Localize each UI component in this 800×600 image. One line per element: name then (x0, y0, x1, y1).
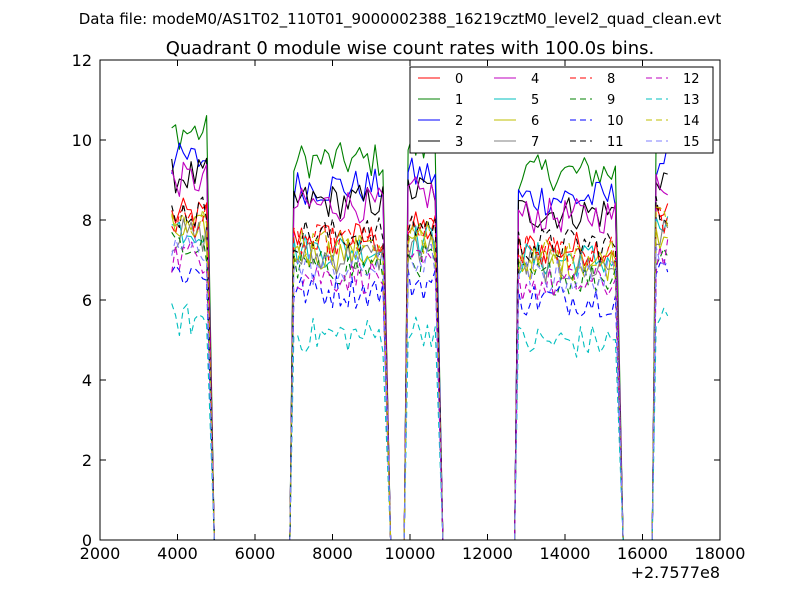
series-line-9 (171, 232, 669, 541)
legend-label-7: 7 (531, 135, 539, 150)
legend-label-5: 5 (531, 93, 539, 108)
figure-suptitle: Data file: modeM0/AS1T02_110T01_90000023… (79, 10, 722, 29)
x-axis-offset-label: +2.7577e8 (631, 563, 720, 582)
series-line-8 (171, 201, 669, 541)
legend-label-11: 11 (607, 135, 624, 150)
x-axis: 2000 4000 6000 8000 10000 12000 14000 16000 1800… (80, 60, 746, 563)
legend-label-9: 9 (607, 93, 615, 108)
legend-frame (409, 66, 714, 154)
legend-label-0: 0 (455, 72, 463, 87)
legend-label-13: 13 (683, 93, 700, 108)
y-tick-label: 2 (82, 451, 92, 470)
chart-title: Quadrant 0 module wise count rates with … (166, 38, 655, 59)
x-tick-label: 18000 (695, 544, 746, 563)
y-tick-label: 10 (72, 131, 92, 150)
series-line-3 (171, 157, 668, 541)
x-tick-label: 16000 (617, 544, 668, 563)
legend-label-8: 8 (607, 72, 615, 87)
legend-label-2: 2 (455, 114, 463, 129)
legend-label-3: 3 (455, 135, 463, 150)
y-tick-label: 12 (72, 51, 92, 70)
legend-label-15: 15 (683, 135, 700, 150)
x-tick-label: 4000 (157, 544, 198, 563)
x-tick-label: 2000 (80, 544, 121, 563)
y-tick-label: 8 (82, 211, 92, 230)
y-tick-label: 0 (82, 531, 92, 550)
series-line-10 (171, 258, 669, 541)
x-tick-label: 8000 (312, 544, 353, 563)
series-line-12 (171, 239, 669, 541)
series-line-13 (171, 303, 669, 541)
series-line-11 (171, 196, 669, 541)
series-line-6 (171, 214, 668, 541)
series-line-7 (171, 218, 669, 541)
y-tick-label: 6 (82, 291, 92, 310)
y-tick-label: 4 (82, 371, 92, 390)
series-line-2 (171, 142, 669, 541)
series-line-15 (171, 233, 668, 541)
legend-label-1: 1 (455, 93, 463, 108)
legend-label-12: 12 (683, 72, 700, 87)
legend-label-10: 10 (607, 114, 624, 129)
legend-label-14: 14 (683, 114, 700, 129)
legend-label-4: 4 (531, 72, 539, 87)
x-tick-label: 10000 (385, 544, 436, 563)
legend-label-6: 6 (531, 114, 539, 129)
x-tick-label: 12000 (462, 544, 513, 563)
plot-area (171, 115, 669, 541)
x-tick-label: 6000 (235, 544, 276, 563)
series-line-4 (171, 161, 668, 541)
x-tick-label: 14000 (540, 544, 591, 563)
